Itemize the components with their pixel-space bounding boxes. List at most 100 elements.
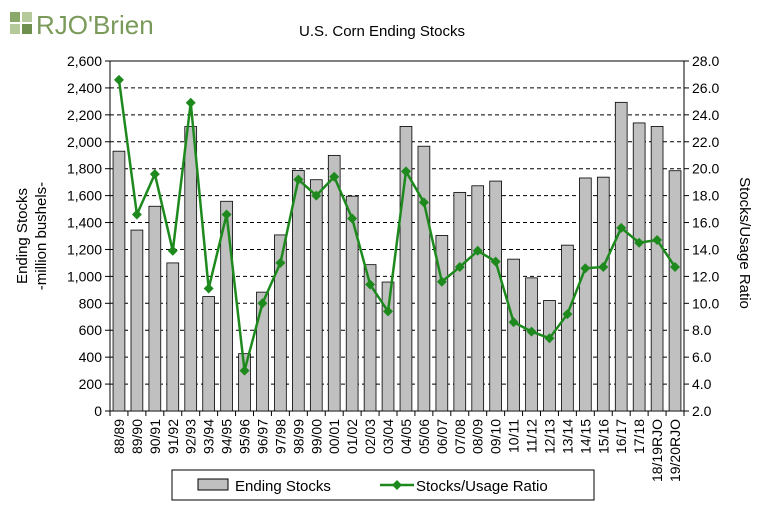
x-tick-label: 93/94 <box>201 419 217 454</box>
legend-item-stocks-usage-ratio: Stocks/Usage Ratio <box>416 478 548 495</box>
x-tick-label: 19/20RJO <box>667 419 683 482</box>
x-tick-label: 06/07 <box>434 419 450 454</box>
left-tick-label: 0 <box>94 403 102 419</box>
x-tick-label: 95/96 <box>237 419 253 454</box>
ratio-point <box>203 283 214 294</box>
right-tick-label: 16.0 <box>692 215 719 231</box>
bars <box>112 101 682 412</box>
ratio-point <box>365 279 376 290</box>
x-axis: 88/89 89/90 90/91 91/92 92/93 93/94 94/95 95/96… <box>109 411 685 482</box>
x-tick-label: 18/19RJO <box>649 419 665 482</box>
bar <box>596 176 610 412</box>
left-tick-label: 1,200 <box>67 241 102 257</box>
ratio-point <box>221 209 232 220</box>
ratio-point <box>580 263 591 274</box>
x-tick-label: 03/04 <box>380 419 396 454</box>
logo-text: RJO'Brien <box>36 10 154 40</box>
ratio-point <box>670 261 681 272</box>
ratio-point <box>472 245 483 256</box>
ratio-point <box>598 261 609 272</box>
x-tick-label: 09/10 <box>488 419 504 454</box>
left-tick-label: 1,400 <box>67 215 102 231</box>
left-tick-label: 400 <box>79 349 103 365</box>
x-tick-label: 92/93 <box>183 419 199 454</box>
x-tick-label: 08/09 <box>470 419 486 454</box>
ratio-point <box>329 171 340 182</box>
bar <box>327 154 341 412</box>
x-tick-label: 97/98 <box>272 419 288 454</box>
ratio-point <box>347 213 358 224</box>
x-tick-label: 13/14 <box>559 419 575 454</box>
ratio-point <box>616 222 627 233</box>
left-axis: 0 200 400 600 800 1,000 1,200 1,400 1,600 1,800 2,… <box>67 53 110 419</box>
bar <box>274 234 287 412</box>
right-tick-label: 14.0 <box>692 241 719 257</box>
bar <box>525 277 538 412</box>
ratio-point <box>418 197 429 208</box>
right-tick-label: 22.0 <box>692 134 719 150</box>
x-tick-label: 15/16 <box>595 419 611 454</box>
ratio-point <box>167 245 178 256</box>
right-tick-label: 26.0 <box>692 80 719 96</box>
bar <box>148 205 162 412</box>
right-axis: 2.0 4.0 6.0 8.0 10.0 12.0 14.0 16.0 18.0 20.0 22.0… <box>684 53 719 419</box>
ratio-point <box>311 190 322 201</box>
x-tick-label: 88/89 <box>111 419 127 454</box>
right-tick-label: 12.0 <box>692 268 719 284</box>
ratio-point <box>490 256 501 267</box>
bar <box>417 145 431 412</box>
ratio-point <box>436 276 447 287</box>
right-tick-label: 24.0 <box>692 107 719 123</box>
ratio-point <box>185 97 196 108</box>
x-tick-label: 02/03 <box>362 419 378 454</box>
ratio-point <box>526 326 537 337</box>
x-tick-label: 05/06 <box>416 419 432 454</box>
x-tick-label: 01/02 <box>344 419 360 454</box>
ratio-line-path <box>117 79 677 371</box>
bar <box>489 180 502 412</box>
ratio-point <box>562 309 573 320</box>
x-tick-label: 90/91 <box>147 419 163 454</box>
ratio-point <box>383 306 394 317</box>
legend: Ending Stocks Stocks/Usage Ratio <box>171 469 595 501</box>
bar <box>130 229 144 412</box>
chart-title: U.S. Corn Ending Stocks <box>299 23 465 40</box>
x-tick-label: 16/17 <box>613 419 629 454</box>
x-tick-label: 91/92 <box>165 419 181 454</box>
bar <box>650 126 664 412</box>
ratio-point <box>400 166 411 177</box>
bar <box>453 191 467 412</box>
ratio-point <box>508 317 519 328</box>
x-tick-label: 04/05 <box>398 419 414 454</box>
x-tick-label: 17/18 <box>631 419 647 454</box>
x-tick-label: 99/00 <box>308 419 324 454</box>
legend-bar-swatch <box>197 478 229 491</box>
right-tick-label: 10.0 <box>692 295 719 311</box>
ratio-point <box>293 174 304 185</box>
left-tick-label: 1,600 <box>67 188 102 204</box>
ratio-line <box>113 74 681 376</box>
x-tick-label: 10/11 <box>506 419 522 453</box>
ratio-point <box>634 237 645 248</box>
right-tick-label: 28.0 <box>692 53 719 69</box>
left-tick-label: 800 <box>79 295 103 311</box>
ratio-point <box>131 209 142 220</box>
left-tick-label: 1,800 <box>67 161 102 177</box>
bar <box>166 262 180 412</box>
left-tick-label: 2,000 <box>67 134 102 150</box>
left-tick-label: 200 <box>79 376 103 392</box>
x-tick-label: 07/08 <box>452 419 468 454</box>
left-tick-label: 600 <box>79 322 103 338</box>
left-tick-label: 2,200 <box>67 107 102 123</box>
left-tick-label: 1,000 <box>67 268 102 284</box>
bar <box>220 200 233 412</box>
bar <box>202 296 215 412</box>
rjobrien-logo: RJO'Brien <box>10 10 154 40</box>
right-axis-label: Stocks/Usage Ratio <box>736 177 753 309</box>
ratio-point <box>113 74 124 85</box>
bar <box>668 170 682 412</box>
legend-item-ending-stocks: Ending Stocks <box>235 478 331 495</box>
right-tick-label: 4.0 <box>692 376 712 392</box>
bar <box>399 126 413 412</box>
